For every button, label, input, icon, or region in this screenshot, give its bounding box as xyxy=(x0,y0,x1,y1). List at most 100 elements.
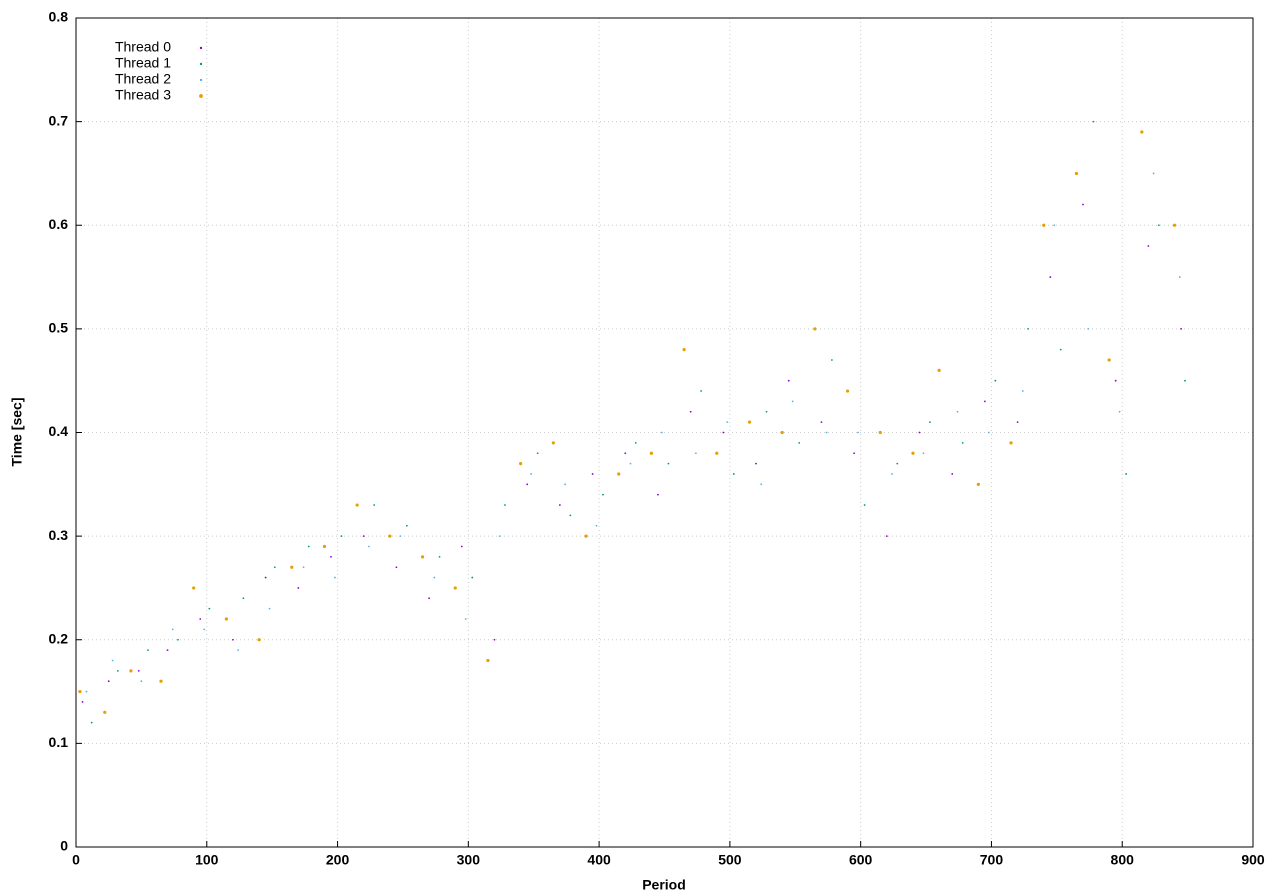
point xyxy=(273,566,276,569)
point xyxy=(551,441,555,445)
point xyxy=(891,473,893,475)
x-tick-label: 500 xyxy=(718,852,742,868)
point xyxy=(232,638,234,641)
point xyxy=(242,597,245,600)
x-tick-label: 900 xyxy=(1241,852,1265,868)
point xyxy=(199,618,202,620)
legend-label: Thread 0 xyxy=(115,39,171,55)
point xyxy=(224,617,228,621)
point xyxy=(1147,245,1150,247)
point xyxy=(961,441,964,444)
point xyxy=(504,504,506,506)
point xyxy=(825,431,828,434)
point xyxy=(791,400,794,403)
point xyxy=(1087,327,1090,330)
point xyxy=(1082,203,1084,206)
point xyxy=(460,545,463,548)
point xyxy=(682,348,686,352)
point xyxy=(591,473,594,475)
point xyxy=(813,327,817,331)
point xyxy=(116,669,119,672)
point xyxy=(885,535,888,538)
point xyxy=(951,473,954,475)
point xyxy=(595,524,598,527)
point xyxy=(428,597,430,600)
x-tick-label: 300 xyxy=(457,852,481,868)
point xyxy=(486,658,490,663)
x-tick-label: 200 xyxy=(326,852,350,868)
point xyxy=(863,504,866,506)
point xyxy=(471,576,474,579)
plot-frame xyxy=(75,17,1254,848)
point xyxy=(984,400,986,403)
point xyxy=(340,535,343,538)
point xyxy=(994,379,997,382)
point xyxy=(81,701,84,703)
point xyxy=(569,514,572,517)
point xyxy=(689,410,692,413)
point xyxy=(395,566,398,569)
point xyxy=(420,555,425,559)
point xyxy=(987,431,990,434)
point xyxy=(1074,171,1079,176)
point xyxy=(1152,172,1155,175)
point xyxy=(129,669,133,673)
point xyxy=(1107,358,1111,362)
point xyxy=(1178,276,1181,278)
point xyxy=(1027,327,1029,330)
point xyxy=(922,452,925,455)
x-tick-label: 600 xyxy=(849,852,873,868)
point xyxy=(1092,120,1095,123)
y-axis-label: Time [sec] xyxy=(9,398,25,467)
y-tick-label: 0.6 xyxy=(49,216,69,232)
point xyxy=(177,638,179,641)
point xyxy=(722,431,725,434)
point xyxy=(853,452,856,455)
point xyxy=(1140,130,1144,134)
point xyxy=(1184,379,1186,382)
point xyxy=(787,379,790,382)
y-tick-label: 0.3 xyxy=(49,527,69,543)
point xyxy=(453,586,457,590)
point xyxy=(159,679,163,683)
point xyxy=(373,504,376,506)
point xyxy=(536,452,539,455)
point xyxy=(649,451,654,455)
point xyxy=(911,451,915,455)
point xyxy=(85,690,88,693)
legend-label: Thread 1 xyxy=(115,55,171,71)
point xyxy=(208,607,211,610)
point xyxy=(334,576,336,579)
point xyxy=(1049,276,1052,278)
y-tick-label: 0.8 xyxy=(49,9,69,25)
point xyxy=(765,410,768,413)
point xyxy=(297,587,300,589)
x-tick-label: 800 xyxy=(1111,852,1135,868)
point xyxy=(322,544,327,549)
point xyxy=(667,462,670,465)
point xyxy=(617,472,621,476)
point xyxy=(798,441,801,444)
y-tick-label: 0 xyxy=(60,838,68,854)
point xyxy=(530,473,533,475)
x-tick-label: 0 xyxy=(72,852,80,868)
point xyxy=(307,545,310,548)
point xyxy=(1157,224,1160,227)
point xyxy=(929,421,931,424)
point xyxy=(330,555,332,558)
point xyxy=(355,503,359,507)
point xyxy=(493,638,496,641)
point xyxy=(564,483,567,486)
point xyxy=(918,431,921,434)
point xyxy=(1125,473,1128,475)
point xyxy=(1118,410,1121,413)
point xyxy=(694,452,697,455)
point xyxy=(1021,390,1024,392)
x-tick-label: 700 xyxy=(980,852,1004,868)
x-tick-label: 100 xyxy=(195,852,219,868)
point xyxy=(1053,224,1056,227)
point xyxy=(399,535,402,538)
legend-marker xyxy=(199,94,203,98)
